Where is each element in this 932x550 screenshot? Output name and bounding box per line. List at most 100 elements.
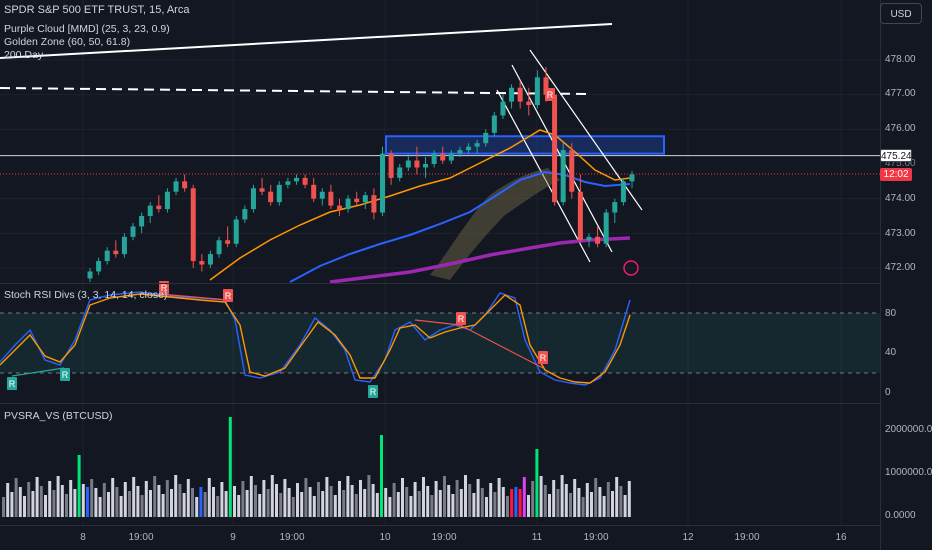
volume-bar — [329, 486, 333, 517]
volume-bar — [518, 489, 522, 517]
candle-body — [354, 198, 360, 203]
volume-bar — [44, 495, 47, 517]
volume-bar — [254, 485, 257, 517]
volume-bar — [497, 478, 501, 517]
divergence-label — [545, 88, 555, 101]
volume-bar — [296, 483, 299, 517]
volume-bar — [501, 487, 505, 517]
candle-body — [371, 195, 377, 213]
volume-bar — [228, 417, 232, 517]
candle-body — [517, 87, 523, 102]
candle-body — [87, 271, 93, 279]
volume-bar — [405, 487, 409, 517]
candle-body — [440, 153, 446, 161]
panel-divider-2[interactable] — [0, 403, 880, 404]
volume-bar — [409, 496, 413, 517]
indicator-golden-zone[interactable]: Golden Zone (60, 50, 61.8) — [4, 36, 131, 48]
volume-tick: 2000000.00 — [885, 424, 932, 435]
panel-divider-3 — [0, 525, 880, 526]
indicator-purple-cloud[interactable]: Purple Cloud [MMD] (25, 3, 23, 0.9) — [4, 23, 170, 35]
time-tick: 12 — [682, 532, 694, 543]
volume-bar — [233, 486, 236, 517]
volume-bar — [287, 488, 291, 517]
candle-body — [466, 146, 472, 151]
candles — [87, 66, 635, 282]
volume-bar — [132, 477, 136, 517]
volume-bar — [212, 487, 215, 517]
divergence-label — [538, 351, 548, 364]
volume-bar — [388, 497, 392, 517]
candle-body — [276, 184, 282, 203]
volume-bar — [543, 485, 547, 517]
stoch-panel-title[interactable]: Stoch RSI Divs (3, 3, 14, 14, close) — [4, 289, 168, 301]
candle-body — [431, 153, 437, 164]
candle-body — [121, 236, 127, 255]
volume-bar — [203, 492, 207, 517]
volume-bar — [65, 494, 68, 517]
volume-panel-title[interactable]: PVSRA_VS (BTCUSD) — [4, 410, 113, 422]
symbol-title[interactable]: SPDR S&P 500 ETF TRUST, 15, Arca — [4, 4, 190, 16]
time-tick: 10 — [379, 532, 391, 543]
volume-bar — [60, 485, 64, 517]
volume-bar — [606, 482, 610, 517]
price-tick: 472.00 — [885, 262, 916, 273]
time-tick: 11 — [531, 532, 543, 543]
candle-body — [242, 209, 248, 220]
candle-body — [474, 143, 480, 147]
volume-bar — [6, 483, 10, 517]
volume-bar — [577, 488, 581, 517]
volume-bar — [186, 479, 190, 517]
panel-divider-1[interactable] — [0, 283, 880, 284]
candle-body — [397, 167, 403, 178]
price-tick: 473.00 — [885, 228, 916, 239]
volume-bar — [426, 486, 430, 517]
volume-bar — [472, 493, 476, 517]
orange-ma-line — [209, 129, 631, 281]
divergence-label-text: R — [161, 283, 168, 293]
divergence-label — [7, 377, 17, 390]
volume-bar — [102, 483, 106, 517]
divergence-label-text: R — [370, 387, 377, 397]
indicator-200-day[interactable]: 200 Day — [4, 49, 44, 61]
volume-bar — [346, 476, 350, 517]
volume-bar — [27, 482, 31, 517]
candle-body — [250, 188, 256, 210]
volume-bar — [539, 476, 543, 517]
volume-bar — [275, 484, 278, 517]
volume-bar — [594, 478, 598, 517]
divergence-label — [159, 281, 169, 294]
volume-bar — [195, 497, 199, 517]
volume-bar — [485, 497, 488, 517]
candle-body — [139, 216, 145, 227]
currency-button[interactable]: USD — [880, 3, 922, 24]
volume-bar — [359, 480, 362, 517]
candle-body — [113, 250, 119, 255]
volume-bar — [476, 479, 480, 517]
volume-bar — [35, 477, 39, 517]
volume-bar — [396, 492, 400, 517]
divergence-label-text: R — [547, 90, 554, 100]
candle-body — [414, 160, 420, 168]
volume-bar — [506, 496, 509, 517]
stoch-tick: 0 — [885, 387, 891, 398]
volume-bar — [111, 478, 115, 517]
candle-body — [130, 226, 136, 237]
divergence-label-text: R — [225, 291, 232, 301]
volume-bar — [514, 487, 518, 517]
time-tick: 19:00 — [583, 532, 609, 543]
candle-body — [509, 87, 515, 102]
dashed-level-line — [0, 87, 591, 95]
volume-bar — [90, 479, 94, 517]
volume-bar — [300, 492, 304, 517]
time-tick: 19:00 — [128, 532, 154, 543]
candle-body — [104, 250, 110, 262]
volume-bar — [443, 476, 446, 517]
stoch-d-line — [0, 293, 631, 384]
volume-bar — [623, 495, 627, 517]
volume-bar — [48, 481, 52, 517]
candle-body — [612, 202, 618, 213]
volume-bar — [338, 481, 341, 517]
candle-body — [405, 160, 411, 168]
volume-bar — [128, 491, 131, 517]
